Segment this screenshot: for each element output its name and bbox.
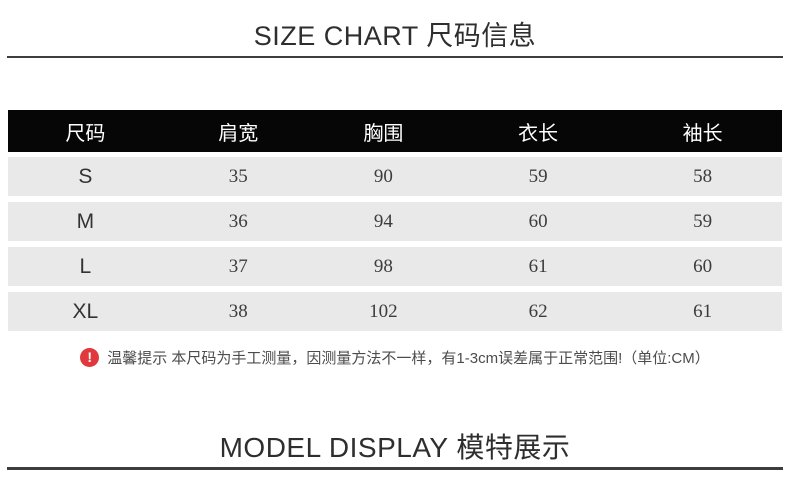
- exclamation-circle-icon: !: [80, 347, 100, 367]
- size-table-header-length: 衣长: [518, 122, 559, 145]
- row-l-sleeve: 60: [693, 255, 713, 277]
- row-m-bust: 94: [373, 210, 393, 232]
- size-chart-title-divider: [7, 56, 783, 58]
- size-table-header-shoulder: 肩宽: [218, 122, 259, 145]
- row-xl-sleeve: 61: [693, 300, 713, 322]
- row-m-size: M: [76, 209, 95, 233]
- row-m-length: 60: [528, 210, 548, 232]
- row-s-bust: 90: [373, 165, 393, 187]
- table-row-xl: XL 38 102 62 61: [8, 292, 782, 331]
- row-m-shoulder: 36: [228, 210, 248, 232]
- measurement-note-text: 温馨提示 本尺码为手工测量，因测量方法不一样，有1-3cm误差属于正常范围!（单…: [107, 349, 710, 367]
- size-table-header-bust: 胸围: [363, 122, 404, 145]
- row-xl-shoulder: 38: [228, 300, 248, 322]
- row-s-size: S: [78, 164, 93, 188]
- size-table-header-size: 尺码: [65, 122, 106, 145]
- row-m-sleeve: 59: [693, 210, 713, 232]
- measurement-note: ! 温馨提示 本尺码为手工测量，因测量方法不一样，有1-3cm误差属于正常范围!…: [0, 347, 790, 367]
- size-table-header-sleeve: 袖长: [682, 122, 723, 145]
- row-l-bust: 98: [373, 255, 393, 277]
- table-row-m: M 36 94 60 59: [8, 202, 782, 241]
- model-display-title-divider: [7, 467, 783, 470]
- size-chart-table: 尺码 肩宽 胸围 衣长 袖长 S 35 90 59 58 M 36 94 60 …: [8, 110, 782, 331]
- row-xl-size: XL: [72, 299, 99, 323]
- row-l-shoulder: 37: [228, 255, 248, 277]
- row-s-sleeve: 58: [693, 165, 713, 187]
- size-chart-section-title: SIZE CHART 尺码信息: [253, 21, 537, 51]
- row-l-size: L: [79, 254, 92, 278]
- model-display-section-title: MODEL DISPLAY 模特展示: [219, 432, 571, 463]
- table-row-l: L 37 98 61 60: [8, 247, 782, 286]
- row-l-length: 61: [528, 255, 548, 277]
- row-xl-length: 62: [528, 300, 548, 322]
- row-s-shoulder: 35: [228, 165, 248, 187]
- row-s-length: 59: [528, 165, 548, 187]
- table-row-s: S 35 90 59 58: [8, 157, 782, 196]
- size-table-header-row: 尺码 肩宽 胸围 衣长 袖长: [8, 110, 782, 152]
- row-xl-bust: 102: [369, 300, 398, 322]
